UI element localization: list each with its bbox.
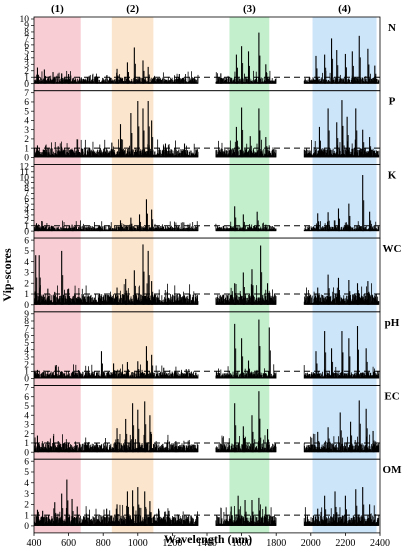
spectrum-bars <box>33 244 380 305</box>
y-tick-label: 2 <box>24 67 29 77</box>
y-tick-label: 6 <box>24 195 29 205</box>
y-tick-label: 2 <box>24 135 29 145</box>
y-tick-label: 5 <box>24 107 29 117</box>
y-tick-label: 4 <box>24 346 29 356</box>
region-label-4: (4) <box>338 3 351 15</box>
y-tick-label: 1 <box>24 73 29 83</box>
region-band-3 <box>229 17 270 533</box>
spectrum-bars <box>33 32 380 84</box>
y-tick-label: 4 <box>24 206 29 216</box>
y-tick-label: 5 <box>24 200 29 210</box>
y-tick-label: 8 <box>24 184 29 194</box>
region-band-4 <box>312 17 377 533</box>
y-tick-label: 3 <box>24 126 29 136</box>
y-tick-label: 6 <box>24 332 29 342</box>
y-tick-label: 10 <box>20 173 30 183</box>
panels: N012345678910P01234567K0123456789101112W… <box>20 15 402 534</box>
panel-label: EC <box>384 391 399 403</box>
y-tick-label: 6 <box>24 236 29 246</box>
panel-label: K <box>388 169 397 181</box>
y-tick-label: 3 <box>24 269 29 279</box>
y-tick-label: 12 <box>20 163 30 173</box>
y-tick-label: 2 <box>24 430 29 440</box>
y-tick-label: 1 <box>24 222 29 232</box>
y-tick-label: 7 <box>24 384 29 394</box>
y-tick-label: 5 <box>24 48 29 58</box>
y-tick-label: 3 <box>24 211 29 221</box>
y-tick-label: 3 <box>24 421 29 431</box>
panel-label: P <box>389 96 396 108</box>
y-tick-label: 0 <box>24 154 29 164</box>
y-tick-label: 11 <box>20 168 29 178</box>
y-tick-label: 9 <box>24 22 29 32</box>
spectrum-bars <box>33 175 380 232</box>
y-tick-label: 4 <box>24 411 29 421</box>
y-tick-label: 8 <box>24 317 29 327</box>
y-tick-label: 5 <box>24 247 29 257</box>
region-band-2 <box>111 17 154 533</box>
y-tick-label: 3 <box>24 60 29 70</box>
y-tick-label: 0 <box>24 80 29 90</box>
y-tick-label: 0 <box>24 227 29 237</box>
y-tick-label: 0 <box>24 448 29 458</box>
y-tick-label: 1 <box>24 368 29 378</box>
y-tick-label: 1 <box>24 144 29 154</box>
y-tick-label: 6 <box>24 393 29 403</box>
y-tick-label: 6 <box>24 98 29 108</box>
y-tick-label: 7 <box>24 89 29 99</box>
y-tick-label: 9 <box>24 179 29 189</box>
region-label-3: (3) <box>243 3 256 15</box>
y-tick-label: 6 <box>24 41 29 51</box>
region-label-2: (2) <box>126 3 139 15</box>
y-tick-label: 8 <box>24 28 29 38</box>
y-tick-label: 0 <box>24 375 29 385</box>
y-tick-label: 5 <box>24 339 29 349</box>
panel-label: N <box>388 22 396 34</box>
y-tick-label: 7 <box>24 324 29 334</box>
y-tick-label: 0 <box>24 301 29 311</box>
y-tick-label: 9 <box>24 310 29 320</box>
y-tick-label: 2 <box>24 360 29 370</box>
y-tick-label: 1 <box>24 290 29 300</box>
y-tick-label: 7 <box>24 190 29 200</box>
y-tick-label: 4 <box>24 54 29 64</box>
y-tick-label: 4 <box>24 117 29 127</box>
y-tick-label: 2 <box>24 279 29 289</box>
y-tick-label: 5 <box>24 402 29 412</box>
panel-label: pH <box>385 317 400 329</box>
region-label-1: (1) <box>51 3 64 15</box>
y-tick-label: 1 <box>24 439 29 449</box>
panel-label: WC <box>383 243 402 255</box>
spectrum-bars <box>33 100 380 158</box>
y-tick-label: 10 <box>20 15 30 25</box>
spectrum-bars <box>33 391 380 453</box>
region-band-1 <box>34 17 81 533</box>
y-tick-label: 2 <box>24 217 29 227</box>
y-tick-label: 4 <box>24 258 29 268</box>
y-tick-label: 3 <box>24 353 29 363</box>
y-tick-label: 7 <box>24 35 29 45</box>
